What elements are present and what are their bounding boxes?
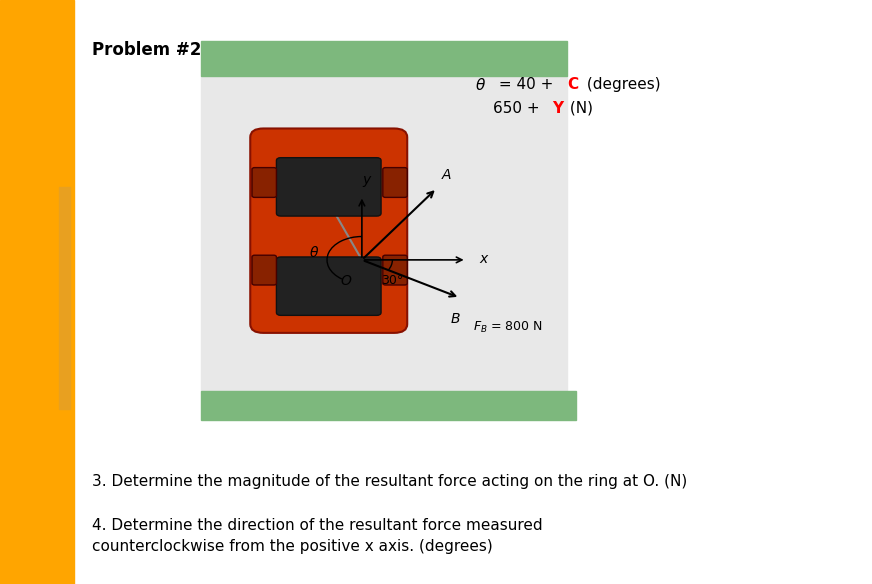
Bar <box>201 41 567 76</box>
Text: (degrees): (degrees) <box>582 77 660 92</box>
FancyBboxPatch shape <box>250 128 407 333</box>
FancyBboxPatch shape <box>383 168 407 197</box>
Text: 30°: 30° <box>381 274 404 287</box>
Text: counterclockwise from the positive x axis. (degrees): counterclockwise from the positive x axi… <box>92 538 493 554</box>
Text: x: x <box>480 252 487 266</box>
FancyBboxPatch shape <box>276 158 381 216</box>
Text: 3. Determine the magnitude of the resultant force acting on the ring at O. (N): 3. Determine the magnitude of the result… <box>92 474 687 489</box>
Bar <box>201 391 576 420</box>
FancyBboxPatch shape <box>252 255 276 285</box>
Bar <box>0 0 74 584</box>
Text: O: O <box>341 274 351 288</box>
FancyBboxPatch shape <box>276 257 381 315</box>
Text: Y: Y <box>552 100 563 116</box>
Text: Problem #2:: Problem #2: <box>92 41 208 59</box>
Text: = 40 +: = 40 + <box>494 77 559 92</box>
Text: B: B <box>451 312 460 326</box>
Text: C: C <box>567 77 578 92</box>
Text: $\theta$: $\theta$ <box>309 245 319 260</box>
FancyBboxPatch shape <box>252 168 276 197</box>
Bar <box>201 76 567 391</box>
Text: (N): (N) <box>565 100 593 116</box>
Text: A: A <box>441 168 451 182</box>
Text: 4. Determine the direction of the resultant force measured: 4. Determine the direction of the result… <box>92 518 542 533</box>
Bar <box>59 187 70 409</box>
Text: $F_B$ = 800 N: $F_B$ = 800 N <box>473 320 543 335</box>
FancyBboxPatch shape <box>383 255 407 285</box>
Text: 650 +: 650 + <box>493 100 544 116</box>
Text: y: y <box>362 173 371 187</box>
Text: $\theta$: $\theta$ <box>475 77 487 93</box>
